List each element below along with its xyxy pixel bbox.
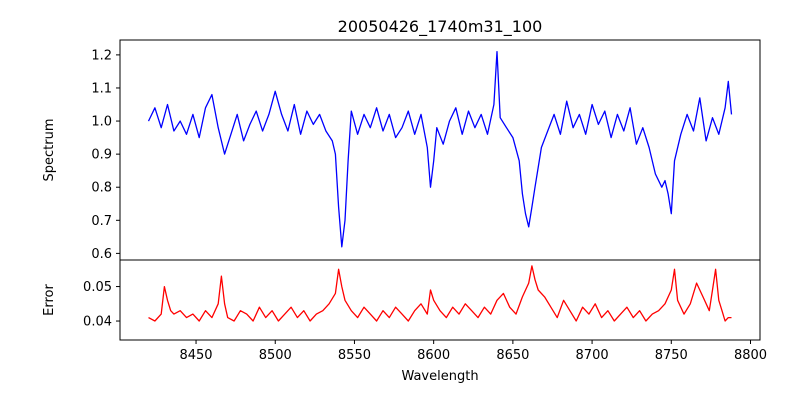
- spectrum-y-tick-label: 0.8: [91, 181, 112, 196]
- error-y-ticks: 0.04 0.05: [83, 280, 120, 330]
- spectrum-y-tick-label: 1.2: [91, 48, 112, 63]
- x-tick-label: 8800: [734, 348, 767, 363]
- x-tick-label: 8700: [576, 348, 609, 363]
- x-tick-label: 8550: [338, 348, 371, 363]
- error-panel: 0.04 0.05 Error: [42, 259, 761, 341]
- error-y-axis-label: Error: [42, 284, 57, 316]
- error-series-line: [148, 265, 732, 322]
- spectrum-y-tick-label: 0.7: [91, 214, 112, 229]
- spectrum-y-axis-label: Spectrum: [42, 119, 57, 182]
- x-tick-label: 8750: [655, 348, 688, 363]
- x-axis-ticks: 8450 8500 8550 8600 8650 8700 8750 8800: [179, 340, 767, 363]
- x-tick-label: 8600: [417, 348, 450, 363]
- spectrum-y-ticks: 0.6 0.7 0.8 0.9 1.0 1.1 1.2: [91, 48, 120, 262]
- chart-title: 20050426_1740m31_100: [338, 17, 543, 37]
- spectrum-plot-frame: [119, 39, 761, 261]
- x-axis-label: Wavelength: [401, 369, 478, 384]
- spectrum-y-tick-label: 1.0: [91, 115, 112, 130]
- x-tick-label: 8650: [496, 348, 529, 363]
- x-tick-label: 8450: [179, 348, 212, 363]
- error-series-group: [148, 265, 732, 322]
- spectrum-panel: 0.6 0.7 0.8 0.9 1.0 1.1 1.2 Spectrum: [42, 39, 761, 262]
- spectrum-series-line: [147, 50, 733, 248]
- spectrum-series-group: [147, 50, 733, 248]
- error-y-tick-label: 0.05: [83, 280, 112, 295]
- error-y-tick-label: 0.04: [83, 315, 112, 330]
- spectrum-y-tick-label: 0.6: [91, 247, 112, 262]
- x-tick-label: 8500: [259, 348, 292, 363]
- spectrum-y-tick-label: 1.1: [91, 81, 112, 96]
- spectrum-y-tick-label: 0.9: [91, 148, 112, 163]
- error-plot-frame: [119, 259, 761, 341]
